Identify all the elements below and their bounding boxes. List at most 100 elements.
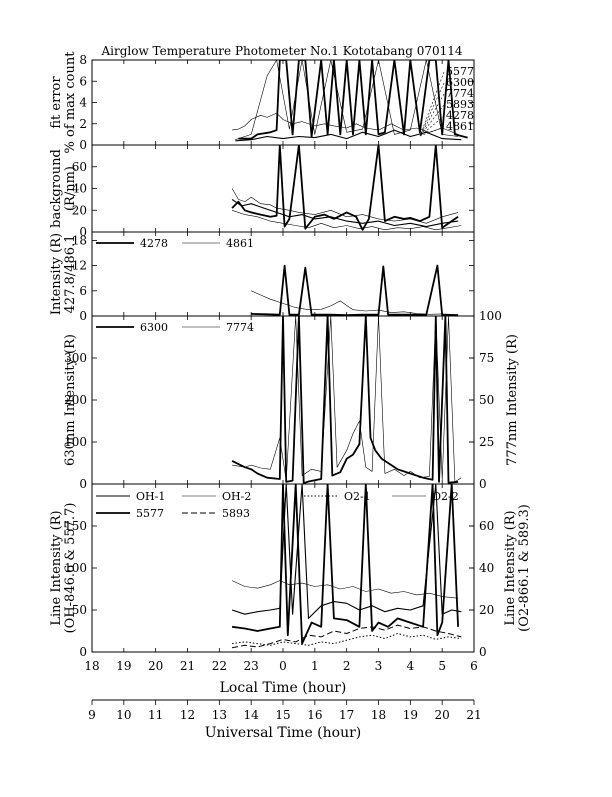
x-tick-label-local: 0 [279, 659, 287, 673]
series-label-leader [419, 115, 445, 137]
series-line-OH-1 [231, 484, 462, 619]
y-tick-label: 60 [72, 160, 87, 174]
y-right-tick-label: 0 [479, 477, 487, 491]
legend-label-4861: 4861 [226, 237, 254, 250]
y-right-tick-label: 0 [479, 645, 487, 659]
x-tick-label-ut: 10 [116, 708, 131, 722]
y-tick-label: 0 [79, 645, 87, 659]
y-right-tick-label: 25 [479, 435, 494, 449]
y-tick-label: 8 [79, 53, 87, 67]
y-tick-label: 6 [79, 74, 87, 88]
series-line-background-2 [231, 198, 459, 228]
series-label-leader [419, 71, 445, 137]
y-tick-label: 50 [72, 603, 87, 617]
x-tick-label-local: 4 [407, 659, 415, 673]
x-tick-label-ut: 18 [371, 708, 386, 722]
y-tick-label: 100 [64, 561, 87, 575]
y-tick-label: 0 [79, 225, 87, 239]
x-axis-label-ut: Universal Time (hour) [205, 725, 362, 741]
y-axis-label: Line Intensity (R) [49, 510, 64, 625]
series-line-7774 [232, 316, 462, 483]
legend-label-5893: 5893 [222, 507, 250, 520]
series-line-fit-error-2 [235, 60, 459, 140]
y-right-tick-label: 20 [479, 603, 494, 617]
y-tick-label: 18 [72, 233, 87, 247]
series-line-OH-2 [231, 580, 459, 599]
series-label-4861: 4861 [446, 120, 474, 133]
y-axis-label: background [49, 149, 64, 228]
x-tick-label-local: 3 [375, 659, 383, 673]
y-axis-label: % of max count [63, 51, 78, 154]
y-right-tick-label: 60 [479, 519, 494, 533]
y-tick-label: 0 [79, 138, 87, 152]
x-tick-label-ut: 12 [180, 708, 195, 722]
series-line-O2-1 [232, 633, 462, 646]
y-tick-label: 40 [72, 182, 87, 196]
y-right-tick-label: 50 [479, 393, 494, 407]
x-tick-label-local: 21 [180, 659, 195, 673]
x-tick-label-local: 18 [84, 659, 99, 673]
y-tick-label: 300 [64, 351, 87, 365]
y-tick-label: 0 [79, 477, 87, 491]
legend-label-5577: 5577 [136, 507, 164, 520]
x-tick-label-local: 19 [116, 659, 131, 673]
chart-title: Airglow Temperature Photometer No.1 Koto… [100, 44, 462, 58]
series-label-leader [419, 82, 445, 137]
y-tick-label: 4 [79, 96, 87, 110]
y-axis-label: (OH-846.6 & 557.7) [63, 503, 78, 634]
x-tick-label-local: 1 [311, 659, 319, 673]
y-axis-label: 630nm Intensity (R) [63, 334, 78, 466]
x-tick-label-ut: 14 [244, 708, 260, 722]
series-label-5893: 5893 [446, 98, 474, 111]
series-line-background-3 [232, 210, 462, 231]
legend-label-4278: 4278 [140, 237, 168, 250]
series-line-5893 [232, 624, 462, 649]
legend-label-O2-2: O2-2 [432, 490, 459, 503]
x-tick-label-ut: 16 [307, 708, 322, 722]
y-tick-label: 20 [72, 203, 87, 217]
series-label-leader [419, 93, 445, 137]
series-line-5577 [231, 484, 459, 645]
series-line-background-0 [231, 145, 459, 231]
x-tick-label-ut: 20 [435, 708, 450, 722]
x-tick-label-ut: 15 [275, 708, 290, 722]
series-label-6300: 6300 [446, 76, 474, 89]
series-line-background-1 [231, 188, 459, 224]
y-right-tick-label: 75 [479, 351, 494, 365]
x-tick-label-ut: 21 [466, 708, 481, 722]
legend-label-7774: 7774 [226, 321, 254, 334]
legend-label-OH-2: OH-2 [222, 490, 251, 503]
series-label-leader [419, 126, 445, 137]
legend-label-6300: 6300 [140, 321, 168, 334]
legend-label-O2-1: O2-1 [344, 490, 371, 503]
x-axis-label-local: Local Time (hour) [220, 680, 347, 696]
y-tick-label: 200 [64, 393, 87, 407]
x-tick-label-local: 6 [470, 659, 478, 673]
x-tick-label-ut: 13 [212, 708, 227, 722]
x-tick-label-ut: 17 [339, 708, 354, 722]
y-tick-label: 150 [64, 519, 87, 533]
y-tick-label: 2 [79, 117, 87, 131]
x-tick-label-ut: 19 [403, 708, 418, 722]
y-axis-label: Intensity (R) [49, 233, 64, 315]
y-tick-label: 12 [72, 259, 87, 273]
series-line-fit-error-1 [232, 112, 459, 135]
y-tick-label: 0 [79, 309, 87, 323]
series-line-4278 [251, 264, 459, 316]
x-tick-label-local: 22 [212, 659, 227, 673]
x-tick-label-ut: 9 [88, 708, 96, 722]
series-line-6300 [231, 316, 459, 484]
y-tick-label: 6 [79, 284, 87, 298]
x-tick-label-local: 23 [244, 659, 259, 673]
x-tick-label-local: 5 [438, 659, 446, 673]
y-right-tick-label: 100 [479, 309, 502, 323]
series-label-7774: 7774 [446, 87, 474, 100]
y-right-axis-label: (O2-866.1 & 589.3) [517, 504, 532, 632]
legend-label-OH-1: OH-1 [136, 490, 165, 503]
series-line-4861 [251, 290, 459, 315]
y-right-axis-label: 777nm Intensity (R) [505, 334, 520, 466]
x-tick-label-local: 2 [343, 659, 351, 673]
y-right-axis-label: Line Intensity (R) [503, 510, 518, 625]
